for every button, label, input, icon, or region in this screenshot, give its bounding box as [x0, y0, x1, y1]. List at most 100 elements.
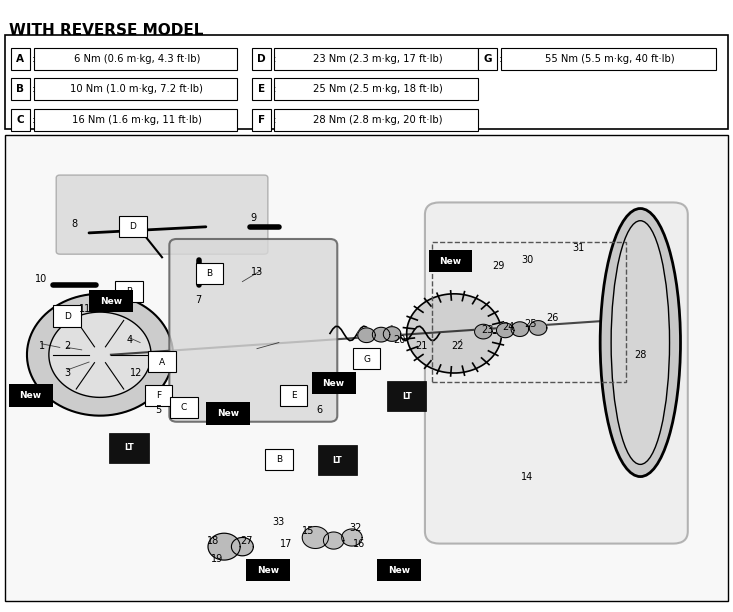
- Text: 19: 19: [210, 554, 223, 564]
- FancyBboxPatch shape: [279, 384, 307, 406]
- FancyBboxPatch shape: [196, 263, 224, 284]
- Text: 10: 10: [35, 274, 48, 283]
- FancyBboxPatch shape: [274, 108, 478, 130]
- Text: :: :: [272, 114, 276, 125]
- FancyBboxPatch shape: [478, 48, 497, 70]
- Text: New: New: [257, 566, 279, 575]
- Text: 6 Nm (0.6 m·kg, 4.3 ft·lb): 6 Nm (0.6 m·kg, 4.3 ft·lb): [73, 54, 200, 64]
- Circle shape: [302, 526, 328, 548]
- FancyBboxPatch shape: [206, 402, 250, 425]
- FancyBboxPatch shape: [317, 445, 357, 475]
- Text: :: :: [32, 54, 35, 64]
- Circle shape: [49, 312, 151, 397]
- Circle shape: [529, 321, 547, 335]
- Text: 32: 32: [350, 523, 361, 534]
- Text: 1: 1: [39, 341, 45, 351]
- FancyBboxPatch shape: [34, 78, 237, 100]
- Text: 5: 5: [155, 405, 161, 414]
- FancyBboxPatch shape: [274, 78, 478, 100]
- FancyBboxPatch shape: [377, 559, 421, 581]
- Circle shape: [323, 532, 344, 549]
- Text: G: G: [363, 354, 370, 364]
- Text: New: New: [439, 257, 462, 266]
- Text: 16: 16: [353, 539, 365, 548]
- Text: B: B: [16, 84, 24, 94]
- Circle shape: [407, 294, 501, 373]
- FancyBboxPatch shape: [144, 384, 172, 406]
- FancyBboxPatch shape: [501, 48, 715, 70]
- Text: 3: 3: [64, 368, 70, 378]
- FancyBboxPatch shape: [119, 216, 147, 237]
- Text: C: C: [17, 114, 24, 125]
- Text: 30: 30: [521, 255, 534, 266]
- Text: C: C: [181, 403, 187, 412]
- Text: G: G: [484, 54, 492, 64]
- Text: 55 Nm (5.5 m·kg, 40 ft·lb): 55 Nm (5.5 m·kg, 40 ft·lb): [545, 54, 674, 64]
- Text: B: B: [126, 288, 132, 296]
- Text: E: E: [291, 391, 296, 400]
- FancyBboxPatch shape: [89, 289, 133, 312]
- Text: E: E: [258, 84, 265, 94]
- FancyBboxPatch shape: [54, 305, 81, 327]
- Text: WITH REVERSE MODEL: WITH REVERSE MODEL: [9, 23, 203, 38]
- FancyBboxPatch shape: [265, 449, 292, 470]
- FancyBboxPatch shape: [148, 351, 176, 373]
- Circle shape: [474, 324, 492, 339]
- Circle shape: [383, 327, 401, 341]
- Text: 8: 8: [71, 218, 78, 229]
- Text: 7: 7: [196, 295, 202, 305]
- Ellipse shape: [611, 221, 669, 465]
- FancyBboxPatch shape: [109, 433, 149, 463]
- Text: 33: 33: [273, 517, 285, 528]
- Circle shape: [232, 537, 254, 556]
- Text: 9: 9: [250, 212, 257, 223]
- Text: 28: 28: [634, 349, 647, 360]
- FancyBboxPatch shape: [5, 35, 728, 129]
- Text: New: New: [388, 566, 410, 575]
- Text: 15: 15: [302, 526, 314, 536]
- Circle shape: [511, 322, 528, 337]
- FancyBboxPatch shape: [312, 372, 356, 394]
- FancyBboxPatch shape: [56, 175, 268, 254]
- Text: 25: 25: [525, 319, 537, 329]
- Text: 12: 12: [130, 368, 143, 378]
- FancyBboxPatch shape: [353, 348, 380, 370]
- Text: New: New: [20, 391, 42, 400]
- Circle shape: [496, 323, 514, 338]
- Text: :: :: [32, 84, 35, 94]
- Text: New: New: [217, 409, 239, 419]
- Text: New: New: [100, 297, 122, 305]
- Text: 4: 4: [126, 335, 132, 345]
- Text: 13: 13: [251, 267, 263, 277]
- Text: 20: 20: [393, 335, 405, 345]
- FancyBboxPatch shape: [425, 203, 688, 543]
- Text: 2: 2: [64, 341, 70, 351]
- Text: 6: 6: [316, 405, 322, 414]
- Text: 11: 11: [79, 304, 92, 314]
- Text: LT: LT: [333, 455, 342, 465]
- Text: A: A: [16, 54, 24, 64]
- FancyBboxPatch shape: [169, 239, 337, 422]
- Circle shape: [208, 533, 240, 560]
- Text: 23 Nm (2.3 m·kg, 17 ft·lb): 23 Nm (2.3 m·kg, 17 ft·lb): [313, 54, 443, 64]
- Text: :: :: [272, 84, 276, 94]
- Text: 31: 31: [572, 243, 584, 253]
- Text: 10 Nm (1.0 m·kg, 7.2 ft·lb): 10 Nm (1.0 m·kg, 7.2 ft·lb): [70, 84, 203, 94]
- FancyBboxPatch shape: [252, 48, 270, 70]
- Bar: [5, 135, 728, 602]
- Text: 16 Nm (1.6 m·kg, 11 ft·lb): 16 Nm (1.6 m·kg, 11 ft·lb): [72, 114, 202, 125]
- FancyBboxPatch shape: [429, 250, 472, 272]
- FancyBboxPatch shape: [274, 48, 478, 70]
- Text: :: :: [272, 54, 276, 64]
- Text: :: :: [32, 114, 35, 125]
- FancyBboxPatch shape: [11, 78, 30, 100]
- FancyBboxPatch shape: [252, 78, 270, 100]
- Text: D: D: [64, 312, 70, 321]
- Text: A: A: [159, 357, 165, 367]
- Text: 25 Nm (2.5 m·kg, 18 ft·lb): 25 Nm (2.5 m·kg, 18 ft·lb): [313, 84, 443, 94]
- Text: 18: 18: [207, 536, 219, 545]
- Text: B: B: [276, 455, 282, 464]
- Circle shape: [358, 328, 375, 343]
- FancyBboxPatch shape: [11, 108, 30, 130]
- FancyBboxPatch shape: [11, 48, 30, 70]
